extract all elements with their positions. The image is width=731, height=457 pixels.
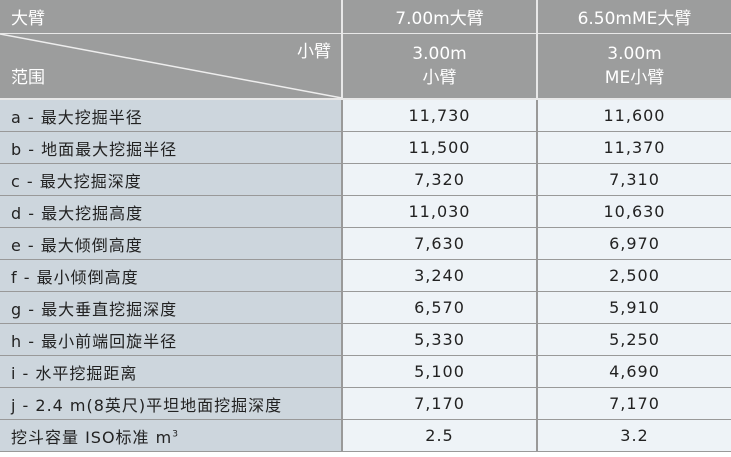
- col2-arm-type: ME小臂: [604, 68, 665, 88]
- diagonal-line: [0, 34, 342, 98]
- row-label: j - 2.4 m(8英尺)平坦地面挖掘深度: [0, 387, 343, 420]
- row-value-1: 7,170: [342, 387, 538, 420]
- table-row: h - 最小前端回旋半径 5,330 5,250: [0, 323, 731, 356]
- table-row: i - 水平挖掘距离 5,100 4,690: [0, 355, 731, 388]
- col1-arm-length: 3.00m: [412, 44, 467, 64]
- row-value-2: 10,630: [537, 195, 731, 228]
- diagonal-corner-cell: 小臂 范围: [0, 33, 343, 100]
- row-label: f - 最小倾倒高度: [0, 259, 343, 292]
- row-value-1: 7,320: [342, 163, 538, 196]
- col2-boom: 6.50mME大臂: [537, 0, 731, 34]
- row-label: i - 水平挖掘距离: [0, 355, 343, 388]
- row-value-1: 6,570: [342, 291, 538, 324]
- row-value-1: 11,030: [342, 195, 538, 228]
- row-label: d - 最大挖掘高度: [0, 195, 343, 228]
- row-value-1: 7,630: [342, 227, 538, 260]
- table-row: f - 最小倾倒高度 3,240 2,500: [0, 259, 731, 292]
- row-value-2: 4,690: [537, 355, 731, 388]
- row-value-2: 5,250: [537, 323, 731, 356]
- col2-arm: 3.00m ME小臂: [537, 33, 731, 100]
- row-value-1: 5,100: [342, 355, 538, 388]
- row-label: h - 最小前端回旋半径: [0, 323, 343, 356]
- table-row: d - 最大挖掘高度 11,030 10,630: [0, 195, 731, 228]
- row-value-1: 11,730: [342, 99, 538, 132]
- table-row: g - 最大垂直挖掘深度 6,570 5,910: [0, 291, 731, 324]
- row-label: e - 最大倾倒高度: [0, 227, 343, 260]
- row-value-2: 6,970: [537, 227, 731, 260]
- table-row: e - 最大倾倒高度 7,630 6,970: [0, 227, 731, 260]
- row-value-2: 7,310: [537, 163, 731, 196]
- row-label: c - 最大挖掘深度: [0, 163, 343, 196]
- row-value-1: 11,500: [342, 131, 538, 164]
- col1-arm: 3.00m 小臂: [342, 33, 538, 100]
- corner-range-label: 范围: [11, 68, 45, 88]
- row-value-2: 11,370: [537, 131, 731, 164]
- row-value-1: 2.5: [342, 419, 538, 452]
- row-value-2: 7,170: [537, 387, 731, 420]
- table-row: j - 2.4 m(8英尺)平坦地面挖掘深度 7,170 7,170: [0, 387, 731, 420]
- corner-boom-label: 大臂: [0, 0, 343, 34]
- row-value-2: 5,910: [537, 291, 731, 324]
- row-value-2: 2,500: [537, 259, 731, 292]
- row-label: b - 地面最大挖掘半径: [0, 131, 343, 164]
- corner-arm-label: 小臂: [297, 42, 331, 62]
- row-label: a - 最大挖掘半径: [0, 99, 343, 132]
- row-label: 挖斗容量 ISO标准 m3: [0, 419, 343, 452]
- table-row: a - 最大挖掘半径 11,730 11,600: [0, 99, 731, 132]
- row-value-2: 11,600: [537, 99, 731, 132]
- col2-arm-length: 3.00m: [607, 44, 662, 64]
- col1-boom: 7.00m大臂: [342, 0, 538, 34]
- row-label: g - 最大垂直挖掘深度: [0, 291, 343, 324]
- row-value-2: 3.2: [537, 419, 731, 452]
- row-value-1: 3,240: [342, 259, 538, 292]
- col1-arm-type: 小臂: [422, 68, 457, 88]
- table-row-bucket: 挖斗容量 ISO标准 m3 2.5 3.2: [0, 419, 731, 452]
- table-row: c - 最大挖掘深度 7,320 7,310: [0, 163, 731, 196]
- row-value-1: 5,330: [342, 323, 538, 356]
- table-row: b - 地面最大挖掘半径 11,500 11,370: [0, 131, 731, 164]
